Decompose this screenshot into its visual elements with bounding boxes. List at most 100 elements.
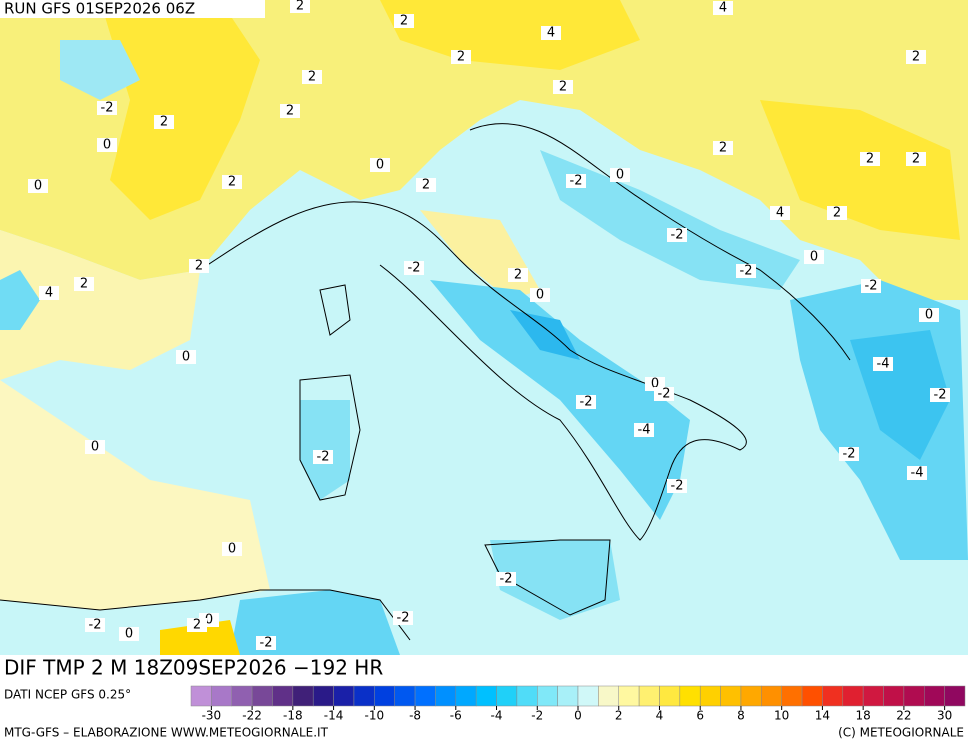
contour-label: -2 xyxy=(843,447,856,462)
contour-label: 0 xyxy=(616,168,624,183)
label-bg xyxy=(930,388,950,402)
contour-label: -2 xyxy=(89,618,102,633)
contour-label: 2 xyxy=(400,14,408,29)
colorbar-tick-label: -18 xyxy=(283,709,303,723)
color-swatch xyxy=(333,685,355,707)
contour-label: -2 xyxy=(570,174,583,189)
colorbar-tick-label: 4 xyxy=(656,709,664,723)
color-swatch xyxy=(475,685,497,707)
label-bg xyxy=(302,70,322,84)
contour-label: 0 xyxy=(651,377,659,392)
contour-label: 2 xyxy=(80,277,88,292)
color-swatch xyxy=(190,685,212,707)
color-swatch xyxy=(251,685,273,707)
field-title: DIF TMP 2 M 18Z09SEP2026 −192 HR xyxy=(4,656,383,680)
contour-label: -2 xyxy=(934,388,947,403)
label-bg xyxy=(416,178,436,192)
color-swatch xyxy=(211,685,232,707)
label-bg xyxy=(280,104,300,118)
colorbar-tick-label: 30 xyxy=(937,709,952,723)
credit: MTG-GFS – ELABORAZIONE WWW.METEOGIORNALE… xyxy=(4,726,329,740)
label-bg xyxy=(919,308,939,322)
label-bg xyxy=(508,268,528,282)
label-bg xyxy=(154,115,174,129)
label-bg xyxy=(74,277,94,291)
contour-label: 2 xyxy=(193,618,201,633)
colorbar-tick-label: 22 xyxy=(896,709,911,723)
contour-label: -4 xyxy=(877,357,890,372)
colorbar-tick-label: 10 xyxy=(774,709,789,723)
color-swatch xyxy=(353,685,375,707)
contour-label: 4 xyxy=(547,26,555,41)
color-swatch xyxy=(231,685,253,707)
contour-label: -2 xyxy=(408,261,421,276)
colorbar-tick-label: -6 xyxy=(450,709,462,723)
label-bg xyxy=(804,250,824,264)
color-swatch xyxy=(781,685,803,707)
contour-label: -4 xyxy=(638,423,651,438)
color-swatch xyxy=(862,685,884,707)
contour-label: 0 xyxy=(125,627,133,642)
label-bg xyxy=(907,466,927,480)
label-bg xyxy=(256,636,276,650)
contour-label: 2 xyxy=(286,104,294,119)
color-swatch xyxy=(679,685,701,707)
label-bg xyxy=(394,14,414,28)
contour-label: 2 xyxy=(912,152,920,167)
colorbar-tick-label: -8 xyxy=(409,709,421,723)
colorbar-tick-label: -22 xyxy=(242,709,262,723)
label-bg xyxy=(176,350,196,364)
contour-label: -2 xyxy=(671,228,684,243)
contour-label: -2 xyxy=(671,479,684,494)
label-bg xyxy=(553,80,573,94)
color-swatch xyxy=(577,685,599,707)
label-bg xyxy=(827,206,847,220)
contour-label: 4 xyxy=(719,1,727,16)
label-bg xyxy=(610,168,630,182)
color-swatch xyxy=(720,685,742,707)
contour-label: 2 xyxy=(912,50,920,65)
label-bg xyxy=(496,572,516,586)
label-bg xyxy=(530,288,550,302)
label-bg xyxy=(667,228,687,242)
color-swatch xyxy=(435,685,457,707)
contour-label: -4 xyxy=(911,466,924,481)
label-bg xyxy=(85,440,105,454)
contour-label: 0 xyxy=(536,288,544,303)
contour-label: 0 xyxy=(91,440,99,455)
label-bg xyxy=(119,627,139,641)
contour-label: -2 xyxy=(865,279,878,294)
contour-label: 2 xyxy=(866,152,874,167)
colorbar-tick-label: 2 xyxy=(615,709,623,723)
contour-label: 4 xyxy=(776,206,784,221)
contour-label: 0 xyxy=(182,350,190,365)
contour-label: 2 xyxy=(457,50,465,65)
contour-label: -2 xyxy=(260,636,273,651)
contour-label: 0 xyxy=(34,179,42,194)
label-bg xyxy=(290,0,310,13)
data-source: DATI NCEP GFS 0.25° xyxy=(4,688,131,702)
color-swatch xyxy=(374,685,395,707)
label-bg xyxy=(189,259,209,273)
contour-label: 0 xyxy=(103,138,111,153)
contour-label: -2 xyxy=(740,264,753,279)
contour-label: 2 xyxy=(195,259,203,274)
color-swatch xyxy=(414,685,436,707)
color-swatch xyxy=(761,685,782,707)
color-swatch xyxy=(659,685,681,707)
label-bg xyxy=(736,264,756,278)
color-swatch xyxy=(740,685,762,707)
contour-label: -2 xyxy=(101,101,114,116)
label-bg xyxy=(85,618,105,632)
contour-label: 2 xyxy=(559,80,567,95)
label-bg xyxy=(839,447,859,461)
colorbar-tick-label: 6 xyxy=(696,709,704,723)
label-bg xyxy=(861,279,881,293)
contour-label: 0 xyxy=(228,542,236,557)
color-swatch xyxy=(883,685,905,707)
colorbar-tick-label: -2 xyxy=(531,709,543,723)
contour-label: -2 xyxy=(658,387,671,402)
contour-label: 0 xyxy=(205,613,213,628)
